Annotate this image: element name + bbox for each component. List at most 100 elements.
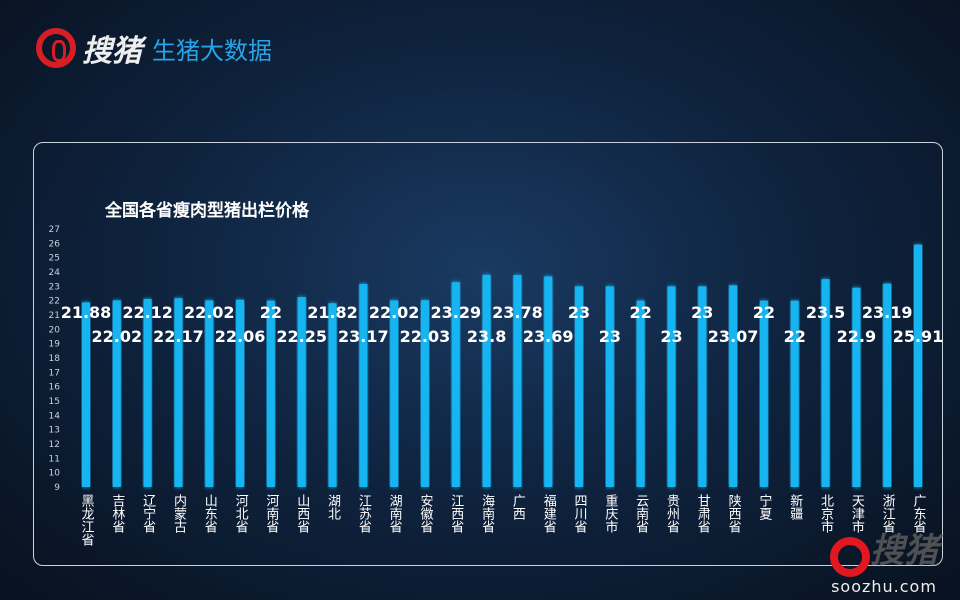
x-tick-label: 广西: [510, 494, 526, 520]
chart-panel: [33, 142, 943, 566]
bar: [759, 300, 768, 487]
x-tick-label: 黑龙江省: [79, 494, 95, 546]
header-subtitle: 生猪大数据: [152, 36, 272, 65]
x-tick-label: 湖南省: [387, 494, 403, 533]
bar: [667, 286, 676, 487]
bar: [821, 279, 830, 487]
x-tick-label: 江西省: [448, 494, 464, 533]
x-tick-label: 天津市: [849, 494, 865, 533]
bar: [513, 275, 522, 487]
x-tick-label: 甘肃省: [695, 494, 711, 533]
x-tick-label: 福建省: [541, 494, 557, 533]
data-label: 22: [784, 327, 806, 346]
data-label: 21.82: [307, 303, 358, 322]
bar: [852, 287, 861, 487]
data-label: 22.06: [215, 327, 266, 346]
x-tick-label: 河南省: [263, 494, 279, 533]
x-tick-label: 四川省: [572, 494, 588, 533]
bar: [174, 298, 183, 487]
bar: [729, 285, 738, 487]
x-tick-label: 北京市: [818, 494, 834, 533]
y-tick-label: 11: [49, 454, 60, 464]
data-label: 23.69: [523, 327, 574, 346]
bar: [143, 298, 152, 487]
data-label: 25.91: [893, 327, 944, 346]
data-label: 23.17: [338, 327, 389, 346]
data-label: 23.78: [492, 303, 543, 322]
y-tick-label: 16: [49, 383, 61, 393]
x-tick-label: 河北省: [233, 494, 249, 533]
bar: [112, 300, 121, 487]
bar: [575, 286, 584, 487]
watermark-url: soozhu.com: [831, 577, 937, 596]
data-label: 22.02: [184, 303, 235, 322]
data-label: 23: [599, 327, 621, 346]
x-tick-label: 宁夏: [756, 493, 772, 520]
watermark: 搜猪 soozhu.com: [830, 523, 938, 596]
data-label: 22.25: [276, 327, 327, 346]
bar: [205, 300, 214, 487]
logo-text: 搜猪: [82, 34, 142, 69]
bar: [636, 300, 645, 487]
bar: [390, 300, 399, 487]
y-tick-label: 12: [49, 440, 60, 450]
data-label: 22: [260, 303, 282, 322]
data-label: 23: [660, 327, 682, 346]
bar: [451, 282, 460, 487]
y-tick-label: 27: [49, 225, 60, 235]
data-label: 23: [568, 303, 590, 322]
bar: [82, 302, 90, 487]
data-label: 22.02: [92, 327, 143, 346]
y-tick-label: 23: [49, 282, 60, 292]
y-tick-label: 21: [49, 311, 60, 321]
bar: [420, 300, 429, 487]
chart-title: 全国各省瘦肉型猪出栏价格: [104, 200, 310, 221]
bar: [544, 276, 553, 487]
x-tick-label: 辽宁省: [140, 494, 156, 533]
x-tick-label: 贵州省: [664, 494, 680, 533]
y-tick-label: 10: [49, 469, 61, 479]
data-label: 22.12: [122, 303, 173, 322]
y-tick-label: 15: [49, 397, 60, 407]
y-tick-label: 24: [49, 268, 61, 278]
data-label: 23: [691, 303, 713, 322]
bar: [605, 286, 614, 487]
data-label: 22.03: [400, 327, 451, 346]
x-tick-label: 广东省: [911, 494, 927, 533]
x-tick-label: 新疆: [787, 493, 803, 520]
y-tick-label: 25: [49, 254, 60, 264]
y-tick-label: 14: [49, 411, 61, 421]
x-tick-label: 浙江省: [880, 494, 896, 533]
bar: [266, 300, 275, 487]
bar: [236, 299, 245, 487]
x-tick-label: 湖北: [325, 494, 341, 521]
y-tick-label: 18: [49, 354, 61, 364]
watermark-logo-icon: [830, 537, 870, 577]
data-label: 22.9: [837, 327, 876, 346]
y-tick-label: 13: [49, 426, 60, 436]
x-tick-label: 山西省: [294, 494, 310, 533]
y-tick-label: 19: [49, 340, 61, 350]
x-tick-label: 陕西省: [726, 494, 742, 533]
bar: [914, 244, 922, 487]
y-tick-label: 26: [49, 239, 61, 249]
x-tick-label: 江苏省: [356, 494, 372, 533]
x-tick-label: 重庆市: [602, 493, 618, 533]
bar: [790, 300, 799, 487]
y-tick-label: 20: [49, 325, 61, 335]
bar: [328, 303, 337, 487]
x-tick-label: 海南省: [479, 494, 495, 533]
y-tick-label: 9: [54, 483, 60, 493]
bar: [883, 283, 892, 487]
data-label: 21.88: [61, 303, 112, 322]
data-label: 23.07: [708, 327, 759, 346]
x-tick-label: 内蒙古: [171, 493, 187, 533]
data-label: 23.8: [467, 327, 506, 346]
x-tick-label: 吉林省: [109, 494, 125, 533]
data-label: 22.02: [369, 303, 420, 322]
logo-icon: [36, 28, 76, 68]
bar: [698, 286, 707, 487]
data-label: 22: [630, 303, 652, 322]
data-label: 23.5: [806, 303, 845, 322]
